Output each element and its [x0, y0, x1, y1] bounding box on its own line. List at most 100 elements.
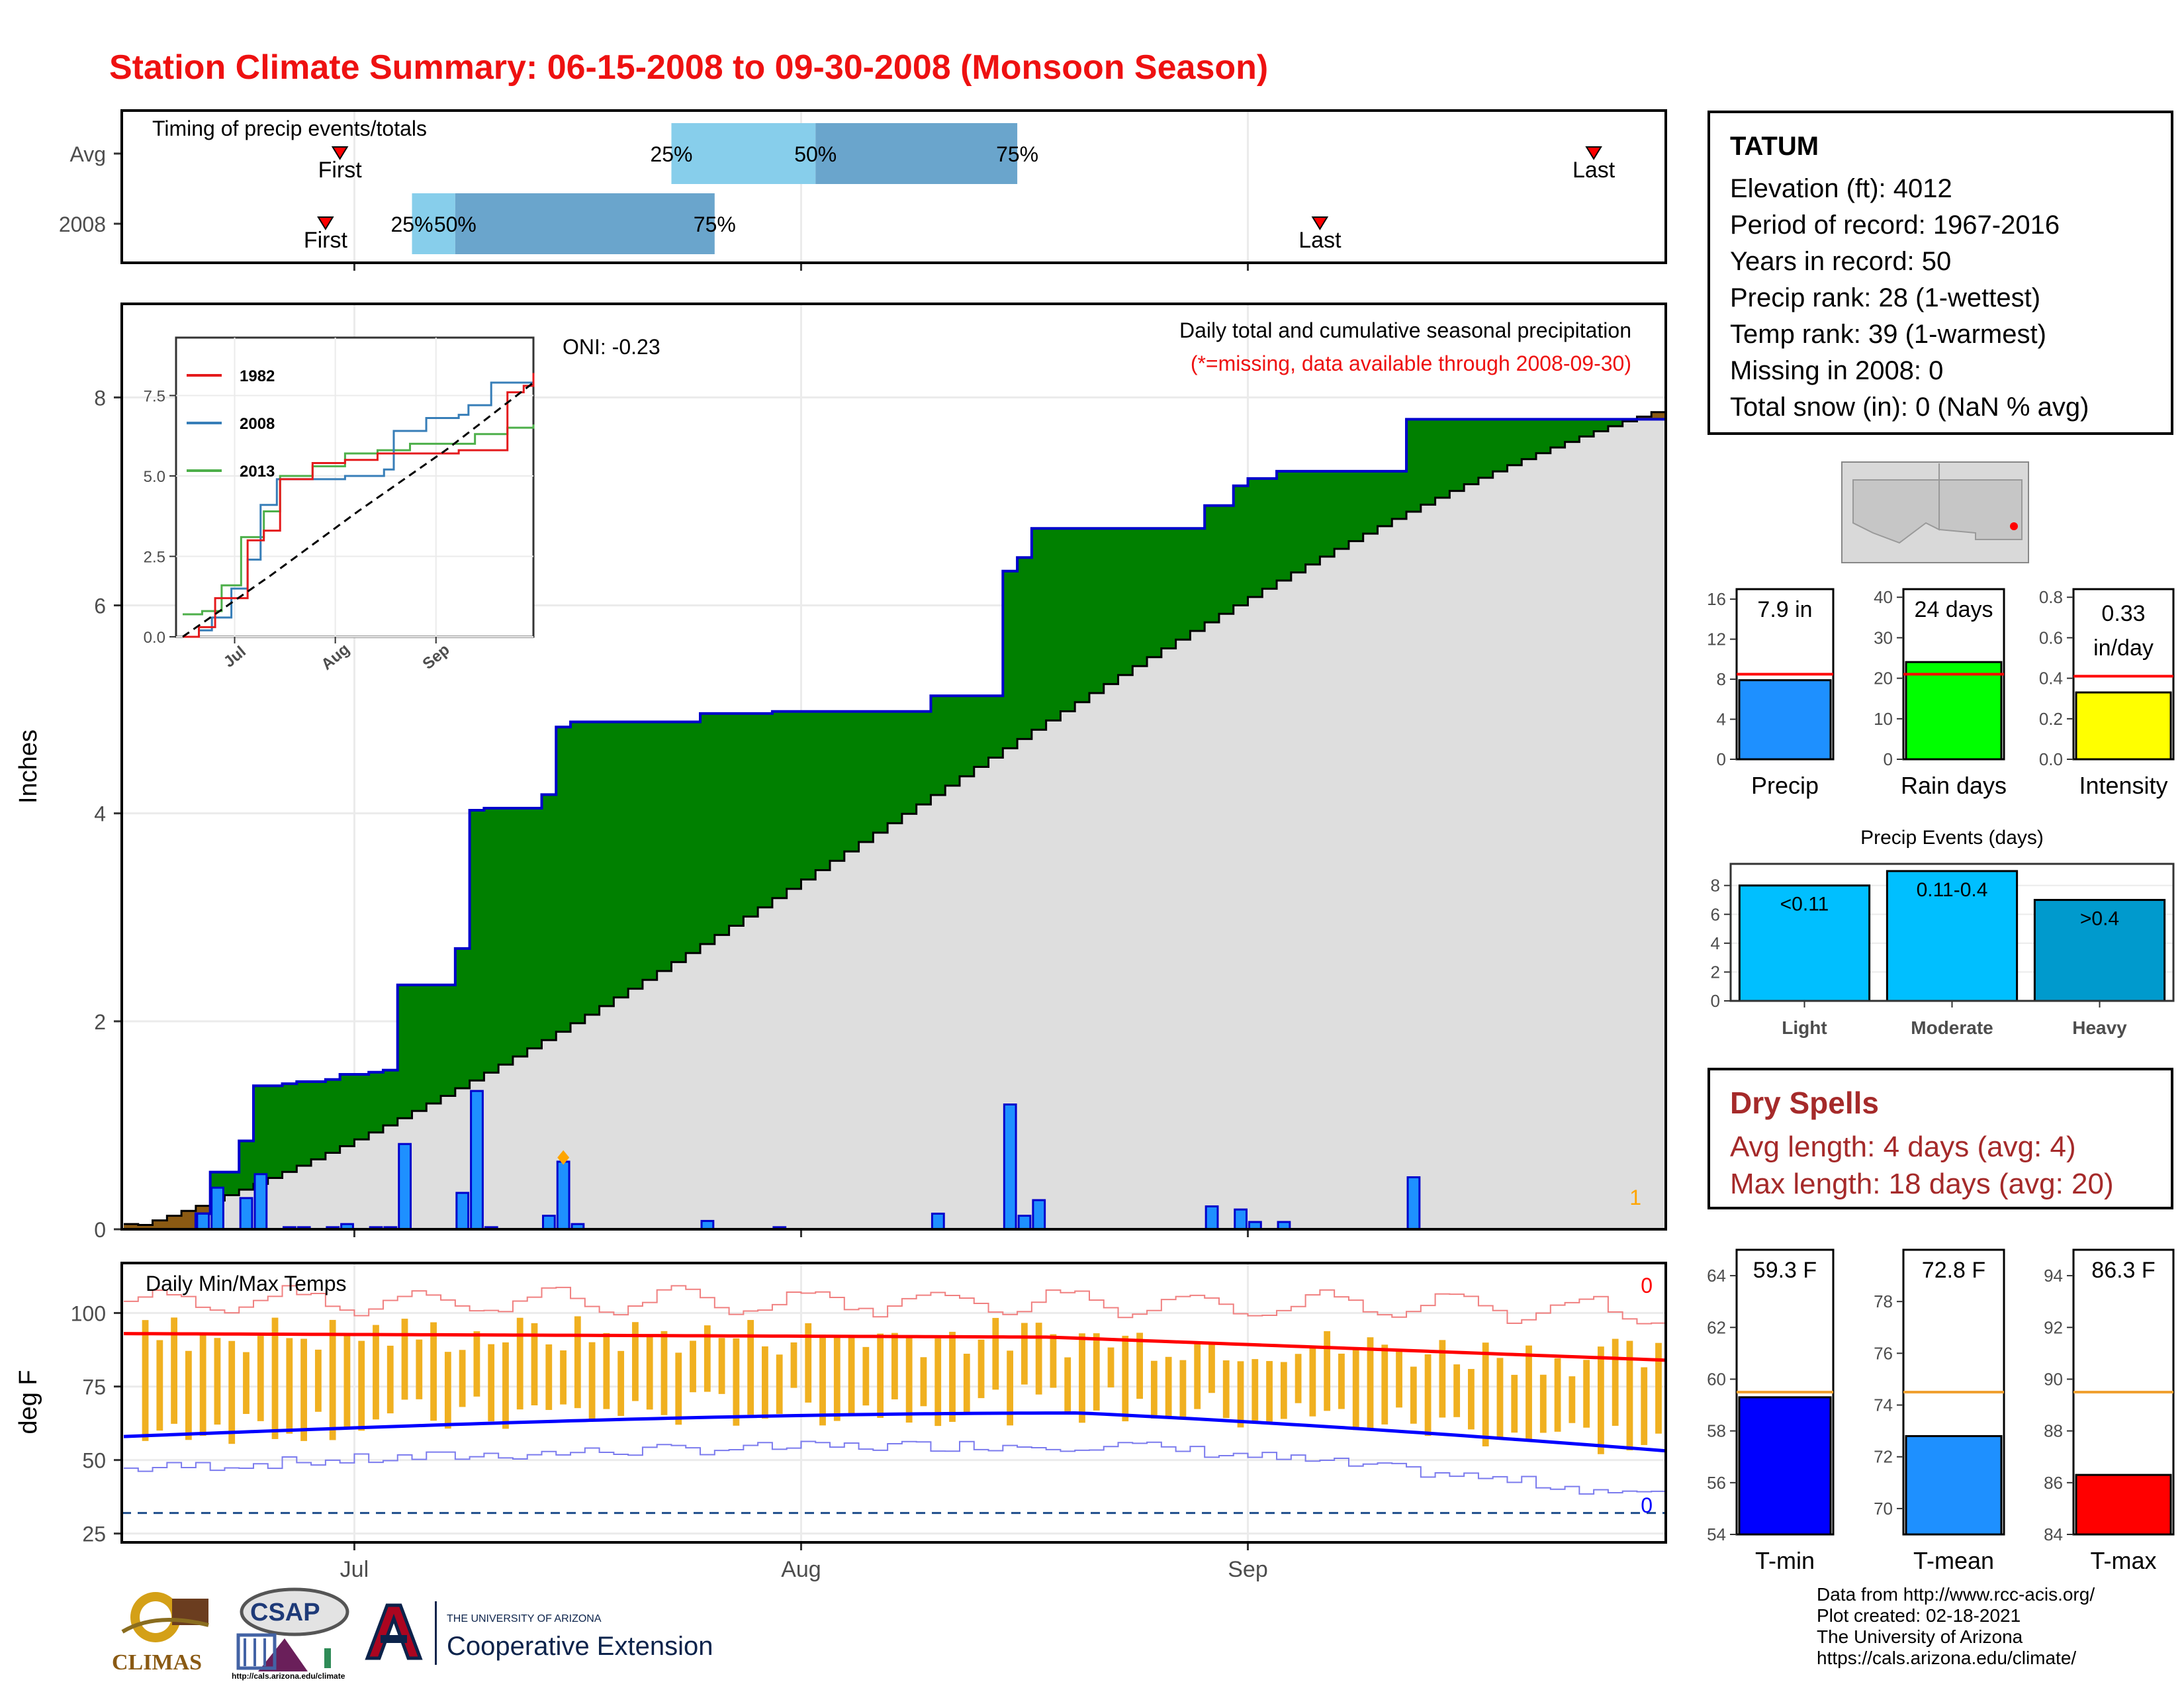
temp-x-tick-label: Sep — [1228, 1557, 1268, 1582]
temp-daily-range-bar — [214, 1338, 221, 1425]
temp-y-tick-label: 100 — [71, 1302, 106, 1326]
precip-y-tick-label: 6 — [94, 594, 106, 618]
temp-daily-range-bar — [329, 1319, 336, 1440]
rain_days-y-tick-label: 0 — [1884, 749, 1893, 769]
inset-y-tick-label: 2.5 — [144, 548, 165, 566]
tmean-category-label: T-mean — [1913, 1547, 1994, 1574]
climas-logo: CLIMAS — [109, 1585, 218, 1678]
precip-daily-bar — [253, 1173, 268, 1231]
temp-daily-range-bar — [343, 1333, 351, 1430]
temp-daily-range-bar — [934, 1338, 942, 1427]
temp-daily-range-bar — [401, 1319, 408, 1400]
temp-daily-range-bar — [704, 1325, 711, 1392]
temp-y-axis-label: deg F — [15, 1370, 42, 1434]
precip-panel-border — [120, 303, 1667, 1231]
events-y-tick-label: 0 — [1711, 991, 1720, 1011]
temp-daily-range-bar — [1179, 1360, 1187, 1420]
inset-series-2008-line — [183, 381, 533, 638]
precip-avg-cumulative-line — [124, 408, 1667, 1226]
temp-daily-range-bar — [920, 1357, 927, 1407]
temp-daily-range-bar — [675, 1352, 682, 1425]
timing-first-marker — [331, 146, 349, 160]
temp-daily-range-bar — [300, 1338, 307, 1441]
tmax-value-label: 86.3 F — [2091, 1258, 2155, 1283]
temp-daily-range-bar — [1324, 1331, 1331, 1411]
temp-daily-range-bar — [747, 1320, 754, 1415]
inset-y-tick-label: 7.5 — [144, 387, 165, 405]
intensity-bar — [2075, 691, 2172, 761]
intensity-category-label: Intensity — [2079, 772, 2167, 799]
credit-data-source: Data from http://www.rcc-acis.org/ — [1817, 1584, 2095, 1605]
timing-q25-label: 25% — [390, 212, 433, 236]
station-years: Years in record: 50 — [1730, 247, 1952, 276]
temp-daily-range-bar — [1251, 1359, 1259, 1421]
tmin-y-tick-label: 58 — [1707, 1421, 1726, 1441]
ua-logo-divider — [435, 1601, 437, 1665]
intensity-y-tick-label: 0.4 — [2039, 669, 2063, 688]
temp-record-max-line — [124, 1285, 1666, 1325]
temp-daily-range-bar — [833, 1337, 841, 1421]
tmin-y-tick-label: 54 — [1707, 1524, 1726, 1544]
rain_days-category-label: Rain days — [1901, 772, 2007, 799]
temp-avg-min-line — [123, 1411, 1666, 1453]
temp-x-tick-label: Jul — [340, 1557, 369, 1582]
precip-daily-bar — [1234, 1208, 1248, 1231]
precip-daily-bar — [210, 1186, 224, 1231]
temp-daily-range-bar — [1035, 1323, 1042, 1395]
tmax-y-tick-label: 92 — [2044, 1317, 2063, 1337]
timing-q50-label: 50% — [794, 142, 837, 166]
temp-daily-range-bar — [1093, 1333, 1100, 1411]
temp-daily-range-bar — [660, 1331, 668, 1415]
tmean-y-tick-label: 78 — [1874, 1291, 1893, 1311]
temp-daily-range-bar — [1222, 1360, 1230, 1419]
temp-daily-range-bar — [617, 1350, 625, 1417]
timing-last-marker — [1585, 146, 1602, 160]
precip-y-tick-label: 8 — [94, 386, 106, 410]
temp-daily-range-bar — [1266, 1361, 1273, 1422]
intensity-y-tick-label: 0.0 — [2039, 749, 2063, 769]
tmean-bar — [1905, 1434, 2003, 1536]
tmin-y-tick-label: 60 — [1707, 1369, 1726, 1389]
temp-daily-range-bar — [560, 1350, 567, 1405]
station-precip-rank: Precip rank: 28 (1-wettest) — [1730, 283, 2041, 312]
tmax-y-tick-label: 90 — [2044, 1369, 2063, 1389]
station-period: Period of record: 1967-2016 — [1730, 211, 2060, 240]
temp-daily-range-bar — [819, 1335, 826, 1426]
temp-daily-range-bar — [978, 1339, 985, 1399]
temp-daily-range-bar — [1381, 1344, 1388, 1425]
precip_total-y-tick-label: 4 — [1717, 710, 1726, 729]
precip-daily-bar — [931, 1212, 945, 1231]
temp-daily-range-bar — [1107, 1347, 1115, 1387]
temp-daily-range-bar — [574, 1316, 581, 1409]
inset-series-1982-line — [183, 373, 535, 638]
temp-daily-range-bar — [1007, 1350, 1013, 1426]
temp-x-tick-label: Aug — [781, 1557, 821, 1582]
temp-daily-range-bar — [1396, 1351, 1402, 1408]
timing-panel-border — [120, 109, 1667, 264]
precip-daily-bar — [470, 1090, 484, 1231]
temp-daily-range-bar — [1165, 1356, 1172, 1417]
precip-daily-bar — [556, 1160, 570, 1231]
temp-daily-range-bar — [588, 1342, 596, 1419]
temp-daily-range-bar — [1511, 1374, 1518, 1433]
events-bar-label: 0.11-0.4 — [1917, 879, 1988, 901]
temp-daily-range-bar — [257, 1336, 264, 1421]
events-bar-light — [1738, 884, 1871, 1002]
events-bar-heavy — [2033, 898, 2166, 1002]
temp-daily-range-bar — [373, 1325, 379, 1420]
temp-daily-range-bar — [1424, 1354, 1432, 1436]
precip-chart-subtitle: (*=missing, data available through 2008-… — [1191, 352, 1631, 375]
precip-above-avg-area — [210, 419, 1637, 1201]
tmax-category-label: T-max — [2090, 1547, 2156, 1574]
rain_days-y-tick-label: 10 — [1874, 709, 1893, 729]
temp-daily-range-bar — [199, 1334, 206, 1436]
precip-y-axis-label: Inches — [15, 729, 42, 804]
temp-daily-range-bar — [142, 1320, 149, 1441]
precip_total-value-label: 7.9 in — [1757, 597, 1812, 622]
inset-y-tick-label: 5.0 — [144, 468, 165, 486]
temp-daily-range-bar — [1079, 1333, 1085, 1423]
temp-daily-range-bar — [949, 1331, 956, 1422]
temp-daily-range-bar — [228, 1340, 236, 1444]
temp-daily-range-bar — [185, 1350, 192, 1440]
events-y-tick-label: 8 — [1711, 876, 1720, 896]
